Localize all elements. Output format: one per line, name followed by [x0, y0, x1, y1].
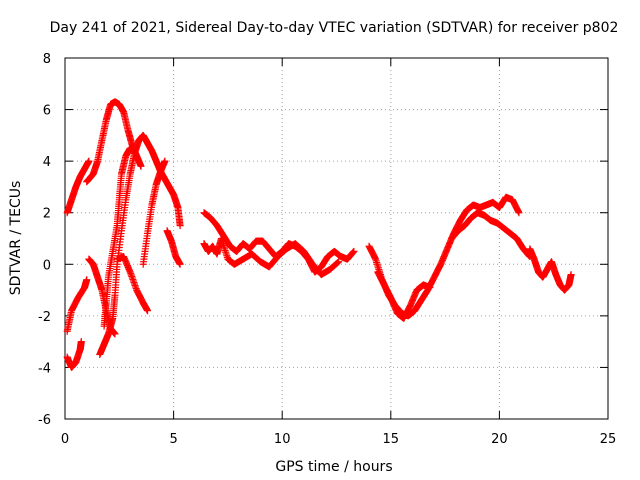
y-axis-label: SDTVAR / TECUs [8, 181, 24, 296]
data-point [126, 144, 134, 152]
x-tick-label: 5 [169, 432, 177, 447]
data-point [176, 260, 184, 268]
y-tick-label: 6 [43, 104, 51, 119]
data-points [63, 98, 575, 371]
y-tick-label: -2 [38, 310, 51, 325]
series-track-n [374, 268, 434, 322]
series-track-i [139, 157, 169, 268]
data-point [515, 209, 523, 217]
series-track-f [96, 131, 184, 359]
plot-frame [64, 57, 609, 420]
data-point [83, 276, 91, 284]
series-track-j [163, 227, 184, 268]
series-track-c [63, 157, 93, 217]
chart-title: Day 241 of 2021, Sidereal Day-to-day VTE… [50, 20, 619, 36]
data-point [334, 258, 342, 266]
series-track-m [365, 193, 523, 320]
series-track-a [63, 338, 85, 371]
y-tick-label: 4 [43, 155, 51, 170]
data-point [137, 162, 145, 170]
data-point [567, 271, 575, 279]
x-axis: 0 5 10 15 20 25 [61, 58, 616, 447]
series-track-b [63, 276, 91, 335]
x-tick-label: 20 [491, 432, 508, 447]
x-tick-label: 25 [600, 432, 617, 447]
x-tick-label: 0 [61, 432, 69, 447]
x-axis-label: GPS time / hours [275, 459, 392, 475]
data-point [333, 259, 341, 267]
y-tick-label: 2 [43, 207, 51, 222]
y-tick-label: 8 [43, 52, 51, 67]
data-point [350, 247, 358, 255]
y-tick-label: 0 [43, 258, 51, 273]
x-tick-label: 15 [383, 432, 400, 447]
y-tick-label: -4 [38, 361, 51, 376]
data-point [335, 258, 343, 266]
data-point [85, 157, 93, 165]
data-point [176, 222, 184, 230]
data-point [77, 338, 85, 346]
series-track-h [113, 253, 152, 315]
data-point [426, 283, 434, 291]
data-point [161, 157, 169, 165]
data-point [111, 330, 119, 338]
series-track-g [100, 144, 134, 330]
series-track-l [200, 235, 343, 279]
x-tick-label: 10 [274, 432, 291, 447]
series-track-p [526, 245, 575, 294]
data-point [144, 307, 152, 315]
y-axis: -6 -4 -2 0 2 4 6 8 [38, 52, 608, 428]
y-tick-label: -6 [38, 413, 51, 428]
series-track-o [448, 209, 534, 261]
